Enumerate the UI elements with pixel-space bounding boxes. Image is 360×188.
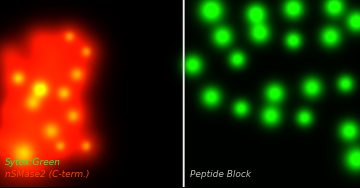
Text: nSMase2 (C-term.): nSMase2 (C-term.) bbox=[5, 170, 90, 179]
Text: Peptide Block: Peptide Block bbox=[190, 170, 251, 179]
Text: Sytox:Green: Sytox:Green bbox=[5, 158, 61, 167]
